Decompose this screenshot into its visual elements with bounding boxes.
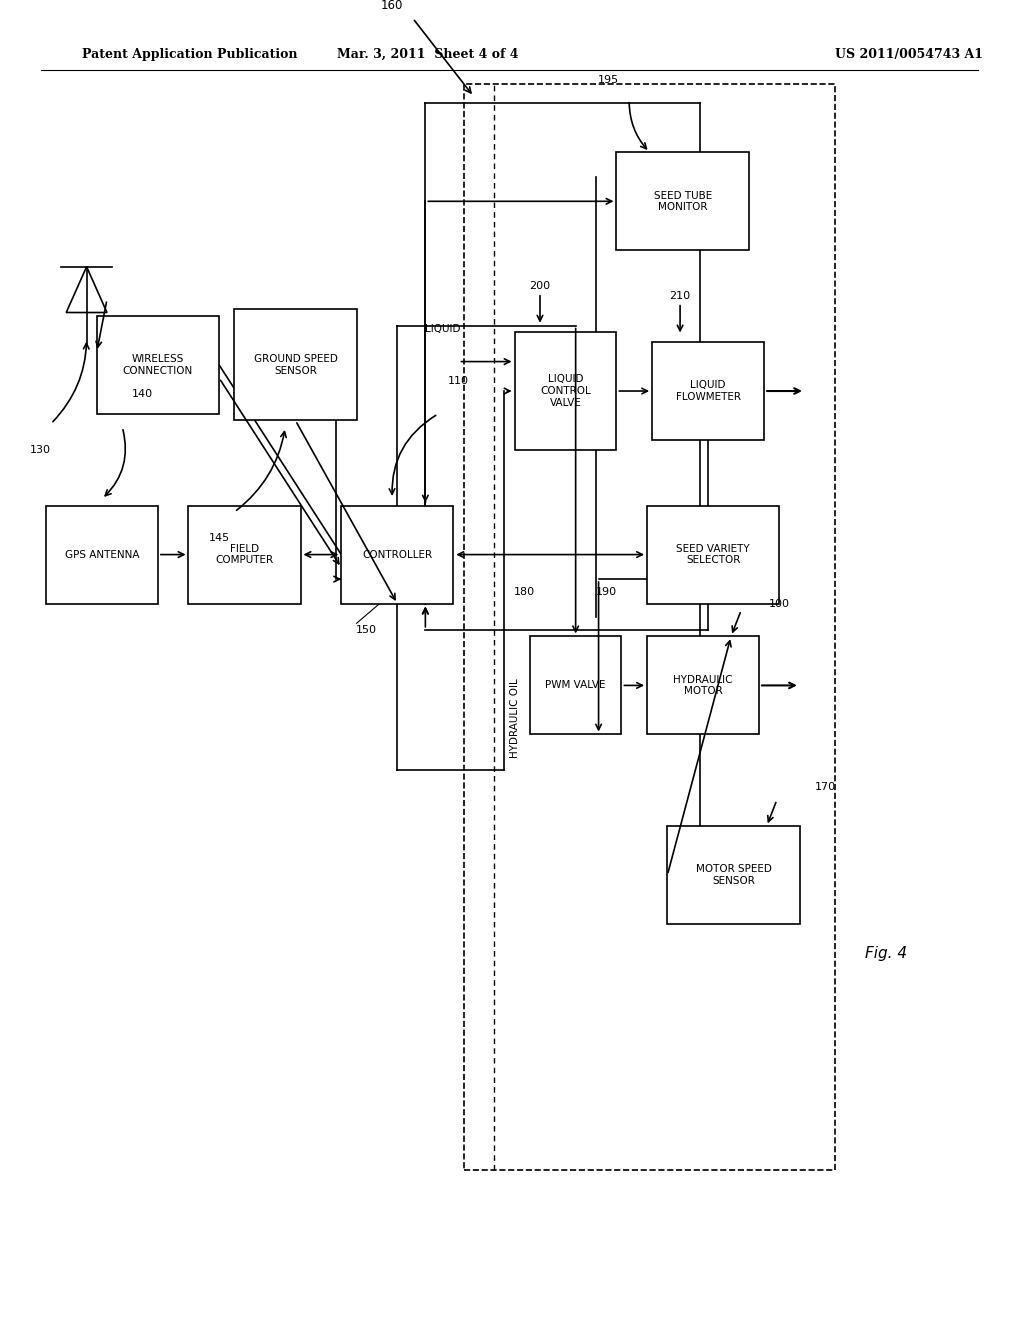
Text: Patent Application Publication: Patent Application Publication (82, 49, 297, 61)
FancyBboxPatch shape (341, 506, 454, 603)
Text: 190: 190 (596, 587, 616, 597)
Text: 170: 170 (815, 781, 836, 792)
Text: 140: 140 (132, 389, 154, 399)
FancyBboxPatch shape (514, 333, 616, 450)
Text: LIQUID: LIQUID (425, 323, 461, 334)
Text: 110: 110 (447, 376, 469, 387)
FancyBboxPatch shape (652, 342, 764, 440)
Text: US 2011/0054743 A1: US 2011/0054743 A1 (836, 49, 983, 61)
Text: 180: 180 (514, 587, 536, 597)
Text: 210: 210 (670, 292, 690, 301)
Text: SEED VARIETY
SELECTOR: SEED VARIETY SELECTOR (677, 544, 750, 565)
Text: GROUND SPEED
SENSOR: GROUND SPEED SENSOR (254, 354, 337, 376)
Text: GPS ANTENNA: GPS ANTENNA (65, 549, 139, 560)
Text: 200: 200 (529, 281, 551, 292)
Text: Fig. 4: Fig. 4 (865, 946, 907, 961)
Text: FIELD
COMPUTER: FIELD COMPUTER (215, 544, 273, 565)
Text: 160: 160 (381, 0, 403, 12)
FancyBboxPatch shape (647, 636, 759, 734)
FancyBboxPatch shape (529, 636, 622, 734)
Text: HYDRAULIC OIL: HYDRAULIC OIL (510, 678, 519, 758)
Text: WIRELESS
CONNECTION: WIRELESS CONNECTION (123, 354, 194, 376)
FancyBboxPatch shape (616, 152, 749, 251)
Text: Mar. 3, 2011  Sheet 4 of 4: Mar. 3, 2011 Sheet 4 of 4 (337, 49, 519, 61)
Text: 195: 195 (598, 75, 620, 86)
Text: 145: 145 (209, 533, 229, 544)
FancyBboxPatch shape (668, 826, 800, 924)
FancyBboxPatch shape (46, 506, 158, 603)
Text: MOTOR SPEED
SENSOR: MOTOR SPEED SENSOR (695, 865, 771, 886)
Text: HYDRAULIC
MOTOR: HYDRAULIC MOTOR (673, 675, 733, 696)
FancyBboxPatch shape (234, 309, 356, 421)
Text: CONTROLLER: CONTROLLER (362, 549, 432, 560)
Text: PWM VALVE: PWM VALVE (546, 680, 606, 690)
Text: SEED TUBE
MONITOR: SEED TUBE MONITOR (653, 190, 712, 213)
Text: 130: 130 (31, 445, 51, 455)
Text: LIQUID
CONTROL
VALVE: LIQUID CONTROL VALVE (540, 375, 591, 408)
FancyBboxPatch shape (647, 506, 779, 603)
Text: LIQUID
FLOWMETER: LIQUID FLOWMETER (676, 380, 740, 401)
Text: 150: 150 (356, 624, 377, 635)
FancyBboxPatch shape (188, 506, 301, 603)
FancyBboxPatch shape (97, 315, 219, 414)
Text: 100: 100 (769, 599, 790, 609)
